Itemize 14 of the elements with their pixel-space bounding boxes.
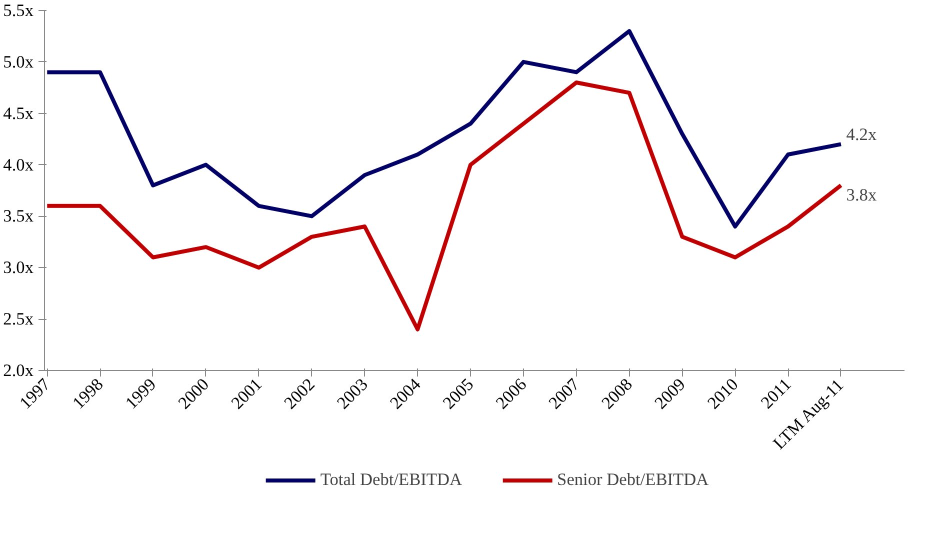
legend-label: Total Debt/EBITDA [320,470,462,490]
annotation: 3.8x [846,185,877,204]
y-tick-label: 4.5x [3,104,34,123]
y-tick-label: 2.5x [3,310,34,329]
annotation: 4.2x [846,125,877,144]
y-tick-label: 2.0x [3,361,34,380]
legend-label: Senior Debt/EBITDA [557,470,709,490]
y-tick-label: 5.0x [3,52,34,72]
y-tick-label: 3.5x [3,206,34,226]
line-series [45,80,843,332]
line-series [45,29,843,228]
y-tick-label: 5.5x [3,1,34,20]
y-tick-label: 4.0x [3,155,34,174]
y-tick-label: 3.0x [3,258,34,278]
